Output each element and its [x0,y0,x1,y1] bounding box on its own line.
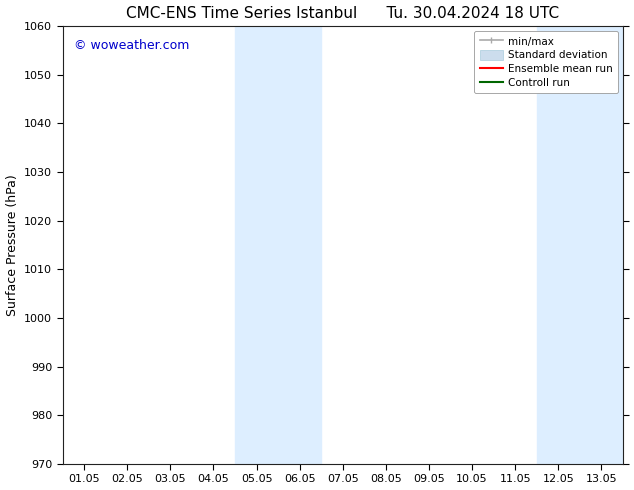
Bar [235,26,321,464]
Title: CMC-ENS Time Series Istanbul      Tu. 30.04.2024 18 UTC: CMC-ENS Time Series Istanbul Tu. 30.04.2… [126,5,559,21]
Y-axis label: Surface Pressure (hPa): Surface Pressure (hPa) [6,174,18,316]
Legend: min/max, Standard deviation, Ensemble mean run, Controll run: min/max, Standard deviation, Ensemble me… [474,31,618,94]
Text: © woweather.com: © woweather.com [74,39,189,52]
Bar [537,26,623,464]
